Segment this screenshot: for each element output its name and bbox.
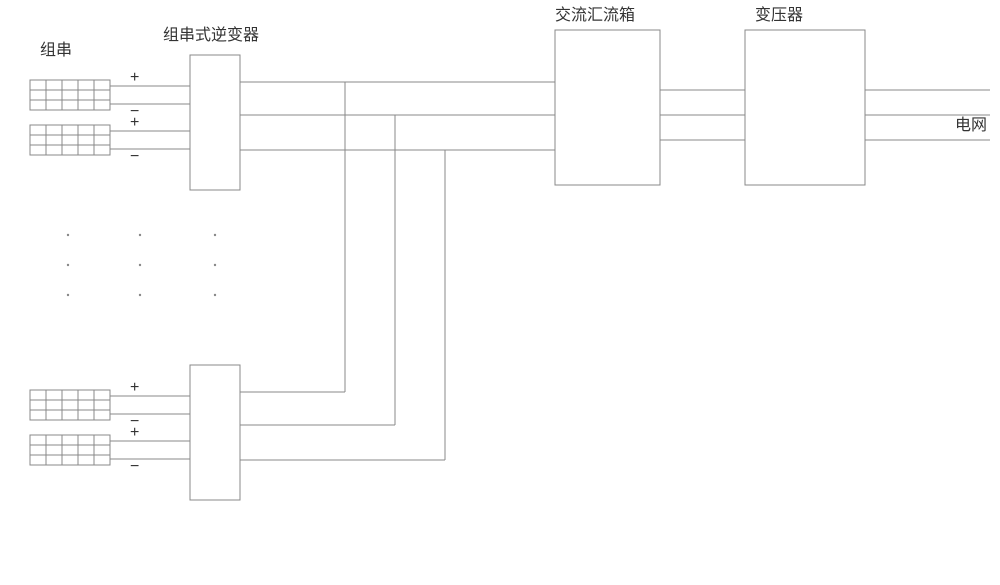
- label-string: 组串: [40, 41, 72, 59]
- label-inverter: 组串式逆变器: [163, 26, 259, 44]
- plus-sign: +: [130, 424, 139, 441]
- inverter-bot: [190, 365, 240, 500]
- label-combiner: 交流汇流箱: [555, 6, 635, 24]
- ellipsis-dot: [67, 264, 69, 266]
- minus-sign: −: [130, 458, 139, 475]
- inverter-top: [190, 55, 240, 190]
- label-transformer: 变压器: [755, 6, 803, 24]
- string-grid-2: [30, 125, 110, 155]
- plus-sign: +: [130, 379, 139, 396]
- string-grid-1: [30, 80, 110, 110]
- ellipsis-dot: [214, 234, 216, 236]
- string-grid-3: [30, 390, 110, 420]
- ellipsis-dot: [214, 264, 216, 266]
- ellipsis-dot: [139, 264, 141, 266]
- plus-sign: +: [130, 69, 139, 86]
- minus-sign: −: [130, 148, 139, 165]
- ellipsis-dot: [67, 294, 69, 296]
- plus-sign: +: [130, 114, 139, 131]
- ellipsis-dot: [67, 234, 69, 236]
- ellipsis-dot: [139, 234, 141, 236]
- ellipsis-dot: [214, 294, 216, 296]
- ellipsis-dot: [139, 294, 141, 296]
- block-diagram: +−+−+−+−组串组串式逆变器交流汇流箱变压器电网: [0, 0, 1000, 585]
- string-grid-4: [30, 435, 110, 465]
- transformer-box: [745, 30, 865, 185]
- combiner-box: [555, 30, 660, 185]
- label-grid: 电网: [955, 116, 987, 134]
